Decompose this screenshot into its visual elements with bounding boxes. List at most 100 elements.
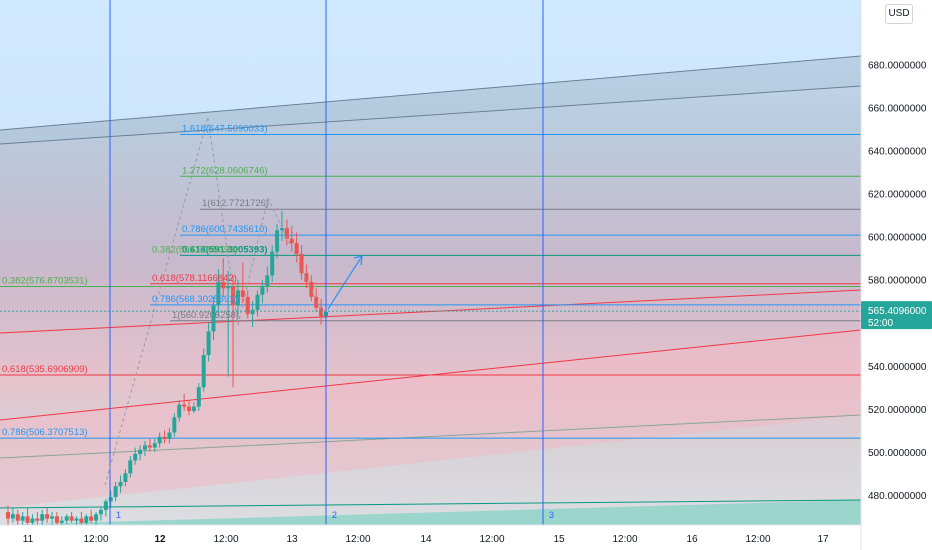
y-tick-label: 580.0000000 [868, 276, 927, 287]
candle-body [45, 514, 50, 519]
candle-body [172, 417, 177, 433]
y-tick-label: 600.0000000 [868, 233, 927, 244]
trend-dashed-line [237, 197, 269, 326]
candle-body [147, 445, 152, 448]
candle-body [319, 307, 324, 317]
projection-arrow-head [353, 255, 363, 266]
candle-body [54, 516, 59, 523]
candle-body [69, 516, 74, 521]
candle-body [167, 432, 172, 439]
candle-body [138, 449, 143, 454]
candle-body [40, 514, 45, 521]
fib-level-label: 0.382(576.8703531) [2, 275, 88, 286]
fib-level-label: 0.382(591.3005393) [152, 244, 238, 255]
candle-body [162, 436, 167, 439]
candle-body [35, 518, 40, 521]
candle-body [299, 253, 304, 274]
candle-body [103, 501, 108, 510]
current-price-badge [861, 301, 932, 330]
candle-body [59, 520, 64, 523]
candle-body [177, 404, 182, 418]
candle-body [240, 290, 245, 297]
candle-body [128, 460, 133, 474]
time-axis-panel [0, 525, 861, 550]
fib-level-label: 1(560.9206258) [172, 310, 239, 321]
x-tick-label: 13 [286, 534, 298, 545]
current-price-value: 565.4096000 [868, 306, 927, 317]
channel-line-1 [0, 55, 862, 131]
candle-body [255, 294, 260, 310]
candle-body [89, 516, 94, 521]
candle-body [221, 281, 226, 289]
x-tick-label: 15 [553, 534, 565, 545]
candle-body [265, 275, 270, 287]
y-tick-label: 680.0000000 [868, 61, 927, 72]
x-tick-label: 12:00 [83, 534, 108, 545]
x-tick-label: 12:00 [345, 534, 370, 545]
candle-body [245, 296, 250, 315]
channel-line-green [0, 499, 862, 509]
x-tick-label: 12:00 [612, 534, 637, 545]
fib-level-label: 1.272(628.0606746) [182, 165, 268, 176]
candle-body [216, 281, 221, 306]
currency-button[interactable]: USD [885, 4, 913, 24]
x-tick-label: 12 [154, 534, 166, 545]
trend-dashed-line [207, 117, 239, 326]
candle-body [294, 243, 299, 254]
channel-line-red-upper [0, 289, 862, 334]
candle-body [50, 516, 55, 519]
candle-body [191, 406, 196, 411]
candle-body [79, 518, 84, 523]
vertical-marker-label: 2 [332, 510, 337, 520]
candle-body [15, 514, 20, 521]
channel-band-red [0, 330, 861, 508]
y-tick-label: 640.0000000 [868, 147, 927, 158]
candle-body [314, 296, 319, 308]
candle-body [279, 228, 284, 231]
candle-body [235, 290, 240, 306]
channel-band-top [0, 0, 861, 130]
candle-body [30, 518, 35, 523]
candle-body [108, 497, 113, 502]
channel-band-green [0, 500, 861, 525]
channel-band-upper [0, 56, 861, 144]
x-tick-label: 16 [686, 534, 698, 545]
fib-level-label: 0.786(600.7435610) [182, 224, 268, 235]
x-tick-label: 17 [817, 534, 829, 545]
candle-body [289, 238, 294, 244]
candle-body [270, 251, 275, 276]
x-tick-label: 12:00 [213, 534, 238, 545]
price-axis-panel [861, 0, 932, 550]
projection-arrow [327, 255, 363, 310]
candle-body [275, 230, 280, 252]
candle-body [206, 331, 211, 356]
candle-body [64, 516, 69, 521]
fib-level-label: 1(612.7721726) [202, 198, 269, 209]
channel-line-3 [0, 414, 862, 459]
candle-body [98, 509, 103, 515]
x-tick-label: 11 [23, 534, 34, 545]
candle-body [201, 355, 206, 388]
candle-body [94, 514, 99, 521]
candle-body [113, 486, 118, 498]
candle-body [182, 404, 187, 407]
candle-body [187, 406, 192, 411]
fib-level-label: 0.618(535.6906909) [2, 364, 88, 375]
fib-level-label: 0.618(591.3005393) [182, 244, 268, 255]
candle-body [231, 286, 236, 306]
candle-body [309, 281, 314, 297]
candle-body [142, 445, 147, 450]
candle-body [6, 512, 10, 519]
candle-body [84, 516, 89, 523]
y-tick-label: 480.0000000 [868, 491, 927, 502]
candle-body [133, 453, 138, 461]
candle-body [304, 273, 309, 282]
candle-body [211, 305, 216, 332]
vertical-marker-label: 1 [116, 510, 121, 520]
candle-body [260, 286, 265, 295]
candle-body [196, 387, 201, 407]
x-tick-label: 12:00 [479, 534, 504, 545]
candle-body [226, 286, 231, 289]
